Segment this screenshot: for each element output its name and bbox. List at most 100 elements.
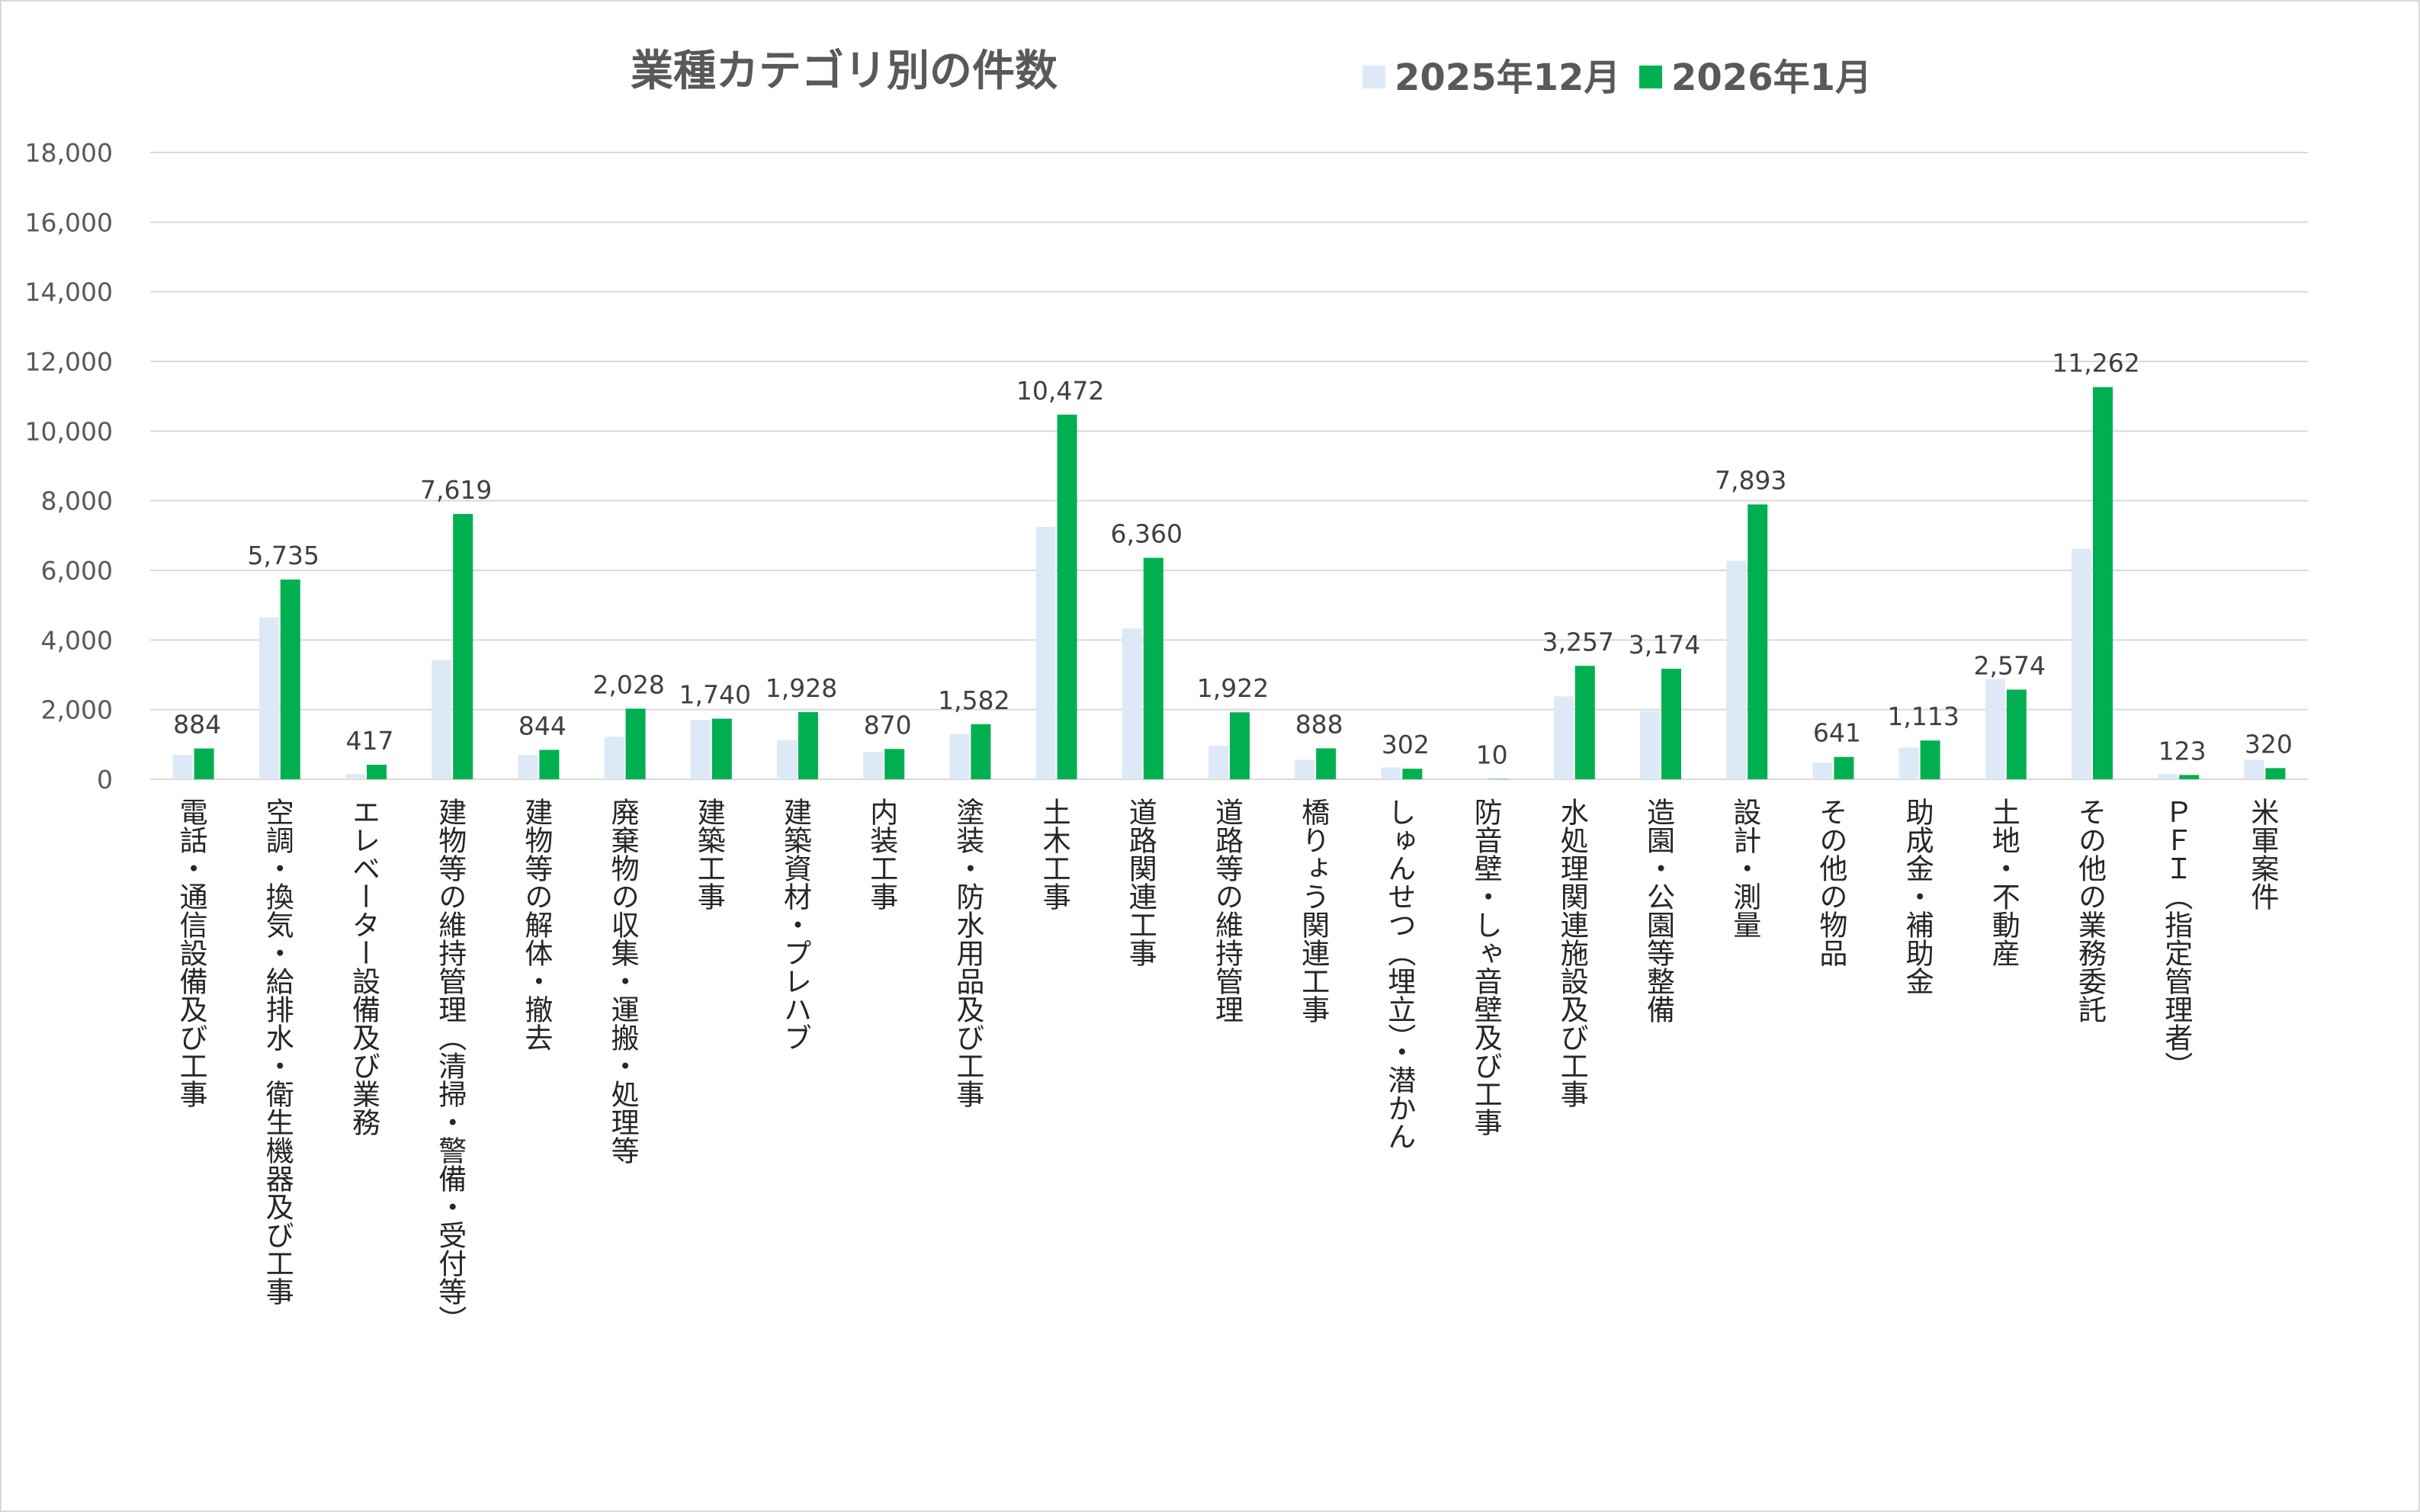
category-label: 建築工事 [692,798,725,910]
data-label: 10,472 [1016,376,1104,406]
category-label: 廃棄物の収集・運搬・処理等 [606,798,640,1164]
bar-2025-12 [172,755,193,779]
category-label: 設計・測量 [1728,798,1761,939]
data-label: 1,740 [679,680,751,710]
category-label: 道路関連工事 [1124,798,1157,967]
bar-2026-01 [1143,557,1163,779]
y-tick-label: 2,000 [41,695,113,725]
y-tick-label: 4,000 [41,625,113,655]
bar-2026-01 [1057,414,1077,779]
bar-2025-12 [1985,679,2005,779]
category-label: 道路等の維持管理 [1211,798,1244,1023]
y-tick-label: 12,000 [25,347,113,377]
category-label: 塗装・防水用品及び工事 [952,798,984,1108]
bar-2025-12 [863,752,884,779]
y-tick-label: 16,000 [25,207,113,237]
data-label: 844 [518,711,566,740]
data-label: 870 [864,710,912,740]
category-label: 空調・換気・給排水・衛生機器及び工事 [261,798,294,1305]
data-label: 123 [2158,736,2207,766]
data-label: 884 [173,710,221,740]
data-label: 7,893 [1715,466,1786,496]
data-label: 2,028 [592,669,664,699]
y-tick-label: 10,000 [25,416,113,446]
category-label: 建物等の維持管理（清掃・警備・受付等） [434,798,467,1334]
bar-2026-01 [1834,756,1854,779]
bar-2026-01 [625,708,646,779]
bar-2025-12 [345,774,365,779]
bar-2026-01 [453,514,473,779]
bar-2026-01 [2006,689,2027,779]
bar-2026-01 [1230,712,1250,779]
bar-2025-12 [518,755,538,779]
bar-2025-12 [1898,747,1919,779]
category-label: その他の物品 [1815,798,1848,967]
bar-2025-12 [2072,548,2091,779]
category-label: 造園・公園等整備 [1642,798,1675,1023]
category-label: 建物等の解体・撤去 [520,798,553,1051]
y-tick-label: 14,000 [25,278,113,307]
bar-2025-12 [432,660,452,779]
data-label: 3,257 [1542,627,1614,656]
bar-2025-12 [604,737,624,779]
bar-2026-01 [1316,748,1337,779]
category-label: 助成金・補助金 [1901,798,1934,995]
bar-2026-01 [280,579,300,779]
bar-2026-01 [2093,387,2113,779]
data-label: 2,574 [1974,650,2046,680]
y-axis: 0 2,000 4,000 6,000 8,000 10,000 12,000 14,000 1… [25,138,113,795]
category-label: しゅんせつ（埋立）・潜かん [1383,798,1417,1151]
data-label: 1,928 [765,673,837,703]
data-label: 302 [1382,730,1430,759]
bar-2026-01 [1402,769,1423,779]
data-label: 641 [1813,718,1861,748]
data-label: 7,619 [420,475,492,505]
category-label: 土木工事 [1038,798,1070,910]
legend-swatch-2026-01 [1639,66,1662,88]
bar-2025-12 [949,734,970,779]
y-tick-label: 18,000 [25,138,113,168]
bar-2026-01 [194,748,214,779]
bar-2025-12 [2244,759,2264,779]
bar-2026-01 [711,718,732,779]
bar-2026-01 [1574,666,1595,779]
bar-2025-12 [1812,762,1833,779]
bar-2025-12 [1295,759,1315,779]
bar-2026-01 [798,711,818,779]
bars [172,387,2286,779]
legend: 2025年12月 2026年1月 [1362,56,1872,99]
bar-2026-01 [2265,768,2286,779]
legend-swatch-2025-12 [1362,66,1385,88]
data-label: 417 [346,726,394,756]
bar-2026-01 [1920,740,1940,779]
data-label: 3,174 [1629,630,1700,660]
bar-2025-12 [1122,628,1142,779]
data-label: 320 [2245,729,2293,759]
y-tick-label: 6,000 [41,556,113,586]
bar-2025-12 [1553,696,1574,779]
chart-title: 業種カテゴリ別の件数 [631,47,1058,96]
category-label: 電話・通信設備及び工事 [175,798,207,1108]
bar-2025-12 [1726,560,1747,779]
bar-2025-12 [690,720,711,779]
data-label: 1,922 [1197,673,1269,703]
legend-label-2025-12: 2025年12月 [1395,56,1620,99]
category-label: 土地・不動産 [1987,798,2020,967]
category-label: 建築資材・プレハブ [779,798,813,1051]
bar-2025-12 [1640,711,1660,779]
y-tick-label: 8,000 [41,486,113,516]
data-label: 888 [1295,709,1343,739]
data-label: 5,735 [248,541,319,570]
category-label: ＰＦＩ（指定管理者） [2160,798,2194,1080]
bar-2025-12 [1035,526,1056,779]
bar-2026-01 [1661,669,1681,779]
bar-2025-12 [1381,767,1401,779]
bar-2026-01 [1748,504,1768,779]
category-label: 米軍案件 [2246,798,2279,910]
bar-2026-01 [971,724,991,779]
bar-2025-12 [777,740,797,779]
bar-2026-01 [884,749,905,779]
gridlines [150,152,2308,780]
legend-label-2026-01: 2026年1月 [1671,56,1872,99]
